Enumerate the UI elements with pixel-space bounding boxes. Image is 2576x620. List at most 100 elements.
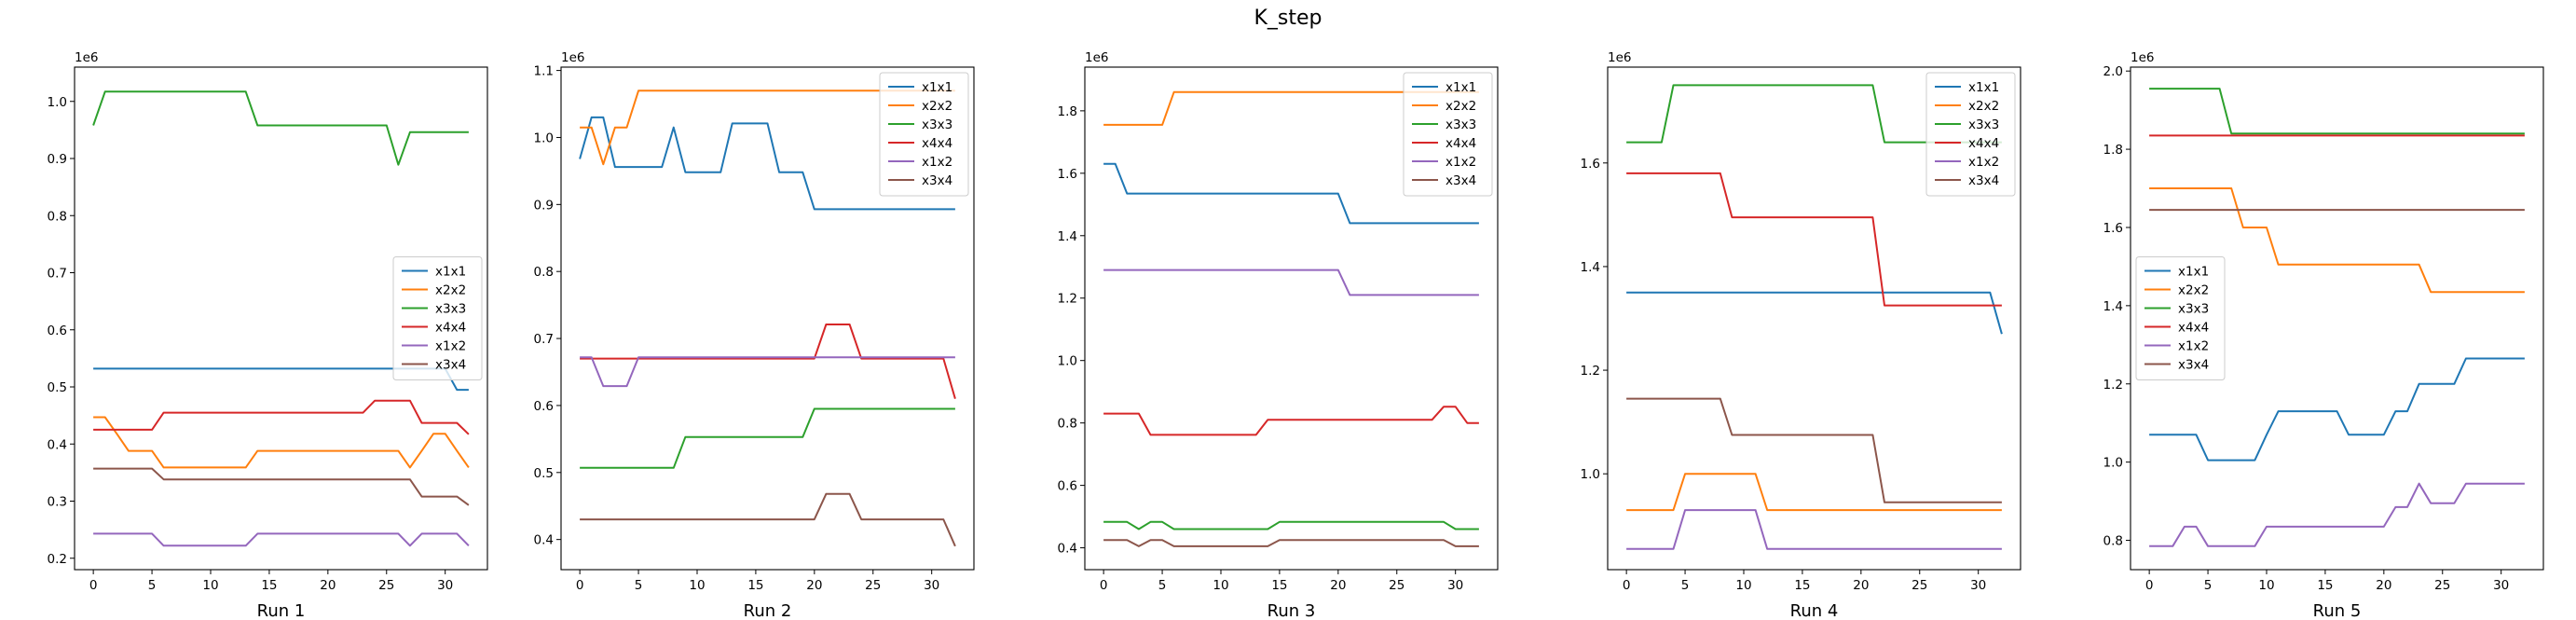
legend-label-x3x4: x3x4 bbox=[1446, 173, 1476, 188]
subplot-run-2: 0 5 10 15 20 25 30 0.4 0.5 0.6 0.7 0.8 0.9 1.0 1.1 1e6 R… bbox=[534, 50, 975, 620]
x-tick-label: 15 bbox=[2317, 578, 2333, 593]
x-tick-label: 10 bbox=[1735, 578, 1751, 593]
series-line-x2x2 bbox=[1626, 473, 2002, 512]
x-tick-label: 30 bbox=[924, 578, 939, 593]
y-tick-label: 1.0 bbox=[1581, 467, 1600, 482]
x-tick-label: 20 bbox=[806, 578, 822, 593]
x-tick-label: 25 bbox=[1911, 578, 1927, 593]
series-line-x3x4 bbox=[580, 492, 956, 547]
series-line-x4x4 bbox=[1626, 172, 2002, 307]
series-line-x3x3 bbox=[1103, 520, 1479, 530]
legend-label-x1x2: x1x2 bbox=[2178, 339, 2209, 354]
y-tick-label: 1.6 bbox=[2103, 221, 2123, 236]
y-tick-label: 0.7 bbox=[48, 267, 67, 282]
series-line-x1x2 bbox=[2149, 482, 2525, 547]
y-tick-label: 0.3 bbox=[48, 495, 67, 510]
x-tick-label: 15 bbox=[261, 578, 277, 593]
y-tick-label: 0.5 bbox=[534, 466, 554, 481]
legend: x1x1 x2x2 x3x3 x4x4 x1x2 x3x4 bbox=[2135, 256, 2226, 380]
y-tick-label: 0.8 bbox=[2103, 534, 2123, 549]
legend-label-x2x2: x2x2 bbox=[2178, 283, 2209, 298]
x-tick-label: 20 bbox=[2376, 578, 2391, 593]
x-tick-label: 15 bbox=[1271, 578, 1287, 593]
x-tick-label: 20 bbox=[1330, 578, 1346, 593]
y-tick-label: 0.7 bbox=[534, 332, 554, 347]
y-tick-label: 0.4 bbox=[1058, 542, 1077, 557]
legend-label-x1x1: x1x1 bbox=[1446, 80, 1476, 95]
y-tick-label: 0.9 bbox=[48, 152, 67, 167]
series-line-x1x2 bbox=[1103, 269, 1479, 296]
legend-frame bbox=[1925, 72, 2016, 197]
y-tick-label: 1.4 bbox=[1058, 229, 1077, 244]
axes-frame bbox=[2130, 66, 2544, 571]
legend-label-x3x3: x3x3 bbox=[922, 117, 952, 132]
axes-frame bbox=[1607, 66, 2021, 571]
series-line-x4x4 bbox=[580, 324, 956, 399]
legend-label-x2x2: x2x2 bbox=[435, 283, 466, 298]
series-line-x1x1 bbox=[1626, 291, 2003, 335]
series-line-x1x1 bbox=[579, 116, 955, 211]
legend-label-x1x1: x1x1 bbox=[435, 265, 466, 280]
legend-label-x3x3: x3x3 bbox=[1446, 117, 1476, 132]
x-tick-label: 10 bbox=[1213, 578, 1228, 593]
legend-frame bbox=[879, 72, 969, 197]
x-tick-label: 15 bbox=[747, 578, 763, 593]
series-line-x4x4 bbox=[93, 399, 470, 435]
figure-title: K_step bbox=[1254, 7, 1322, 30]
series-line-x2x2 bbox=[93, 416, 470, 469]
x-tick-label: 30 bbox=[1447, 578, 1463, 593]
series-line-x1x1 bbox=[1103, 162, 1479, 225]
y-tick-label: 0.4 bbox=[534, 533, 554, 548]
legend-label-x4x4: x4x4 bbox=[2178, 321, 2209, 336]
series-line-x2x2 bbox=[2149, 187, 2525, 294]
series-line-x1x1 bbox=[2149, 357, 2525, 462]
x-tick-label: 5 bbox=[1158, 578, 1167, 593]
y-offset-label: 1e6 bbox=[1608, 50, 1631, 65]
y-tick-label: 0.4 bbox=[48, 437, 67, 452]
legend-frame bbox=[392, 256, 483, 380]
subplot-run-4: 0 5 10 15 20 25 30 1.0 1.2 1.4 1.6 1e6 Run 4 x1x1 x2x2… bbox=[1581, 50, 2021, 620]
legend-label-x3x4: x3x4 bbox=[922, 173, 952, 188]
y-tick-label: 1.2 bbox=[2103, 378, 2123, 393]
y-offset-label: 1e6 bbox=[561, 50, 584, 65]
x-tick-label: 0 bbox=[1100, 578, 1108, 593]
x-tick-label: 10 bbox=[2258, 578, 2274, 593]
x-tick-label: 5 bbox=[2204, 578, 2213, 593]
y-tick-label: 0.8 bbox=[1058, 417, 1077, 432]
legend-label-x4x4: x4x4 bbox=[922, 136, 952, 151]
y-tick-label: 2.0 bbox=[2103, 64, 2123, 79]
legend-label-x3x3: x3x3 bbox=[1968, 117, 1999, 132]
subplot-run-1: 0 5 10 15 20 25 30 0.2 0.3 0.4 0.5 0.6 0.7 0.8 0.9 1.0 1… bbox=[48, 50, 488, 620]
y-tick-label: 1.8 bbox=[2103, 143, 2123, 158]
series-line-x3x4 bbox=[93, 467, 470, 506]
y-tick-label: 1.4 bbox=[1581, 260, 1600, 275]
y-tick-label: 0.9 bbox=[534, 198, 554, 213]
legend-label-x1x1: x1x1 bbox=[922, 80, 952, 95]
legend-label-x3x4: x3x4 bbox=[1968, 173, 1999, 188]
subplots: 0 5 10 15 20 25 30 0.2 0.3 0.4 0.5 0.6 0.7 0.8 0.9 1.0 1… bbox=[48, 50, 2544, 620]
series-line-x3x3 bbox=[2149, 88, 2525, 135]
x-tick-label: 0 bbox=[89, 578, 98, 593]
series-line-x4x4 bbox=[1103, 406, 1479, 436]
series-line-x1x2 bbox=[93, 532, 470, 547]
x-tick-label: 0 bbox=[2145, 578, 2154, 593]
legend-label-x1x1: x1x1 bbox=[1968, 80, 1999, 95]
legend-label-x4x4: x4x4 bbox=[1446, 136, 1476, 151]
series-line-x3x3 bbox=[580, 407, 955, 469]
y-tick-label: 1.6 bbox=[1058, 167, 1077, 182]
x-tick-label: 5 bbox=[635, 578, 643, 593]
y-tick-label: 0.5 bbox=[48, 380, 67, 395]
y-tick-label: 0.8 bbox=[534, 265, 554, 280]
subplot-run-3: 0 5 10 15 20 25 30 0.4 0.6 0.8 1.0 1.2 1.4 1.6 1.8 1e6 R… bbox=[1058, 50, 1499, 620]
y-offset-label: 1e6 bbox=[2131, 50, 2154, 65]
y-tick-label: 1.6 bbox=[1581, 157, 1600, 172]
x-tick-label: 20 bbox=[1853, 578, 1869, 593]
legend: x1x1 x2x2 x3x3 x4x4 x1x2 x3x4 bbox=[392, 256, 483, 380]
legend-frame bbox=[2135, 256, 2226, 380]
x-axis-label: Run 3 bbox=[1267, 601, 1316, 620]
y-tick-label: 0.6 bbox=[48, 324, 67, 338]
x-tick-label: 10 bbox=[689, 578, 705, 593]
x-axis-label: Run 4 bbox=[1790, 601, 1839, 620]
y-tick-label: 0.8 bbox=[48, 209, 67, 224]
